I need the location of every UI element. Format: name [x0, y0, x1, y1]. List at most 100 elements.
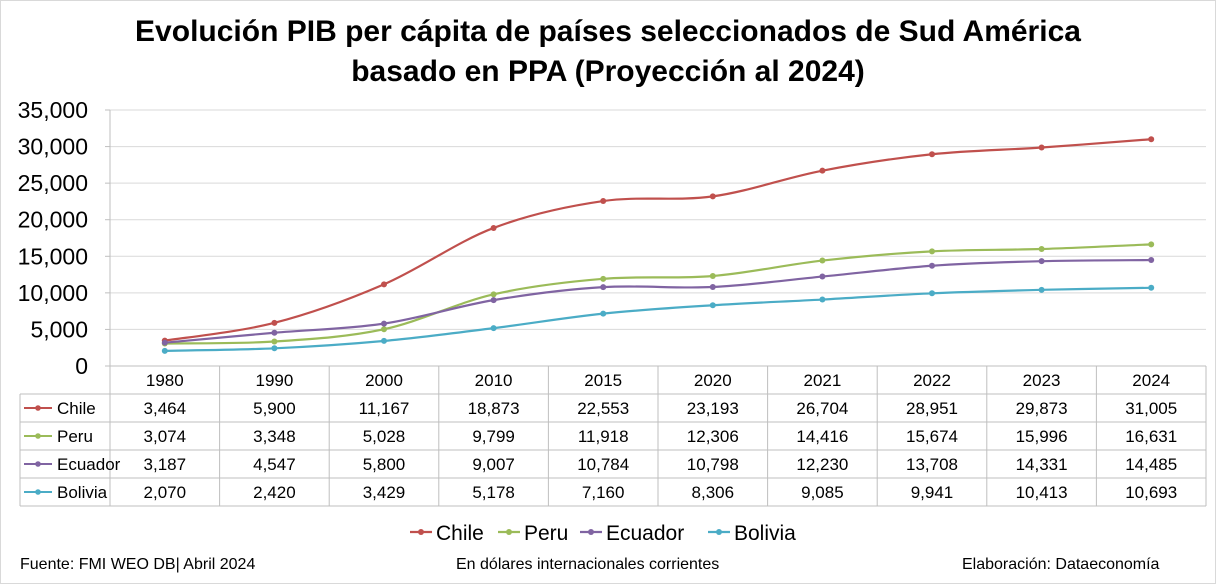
- table-legend-key-marker: [35, 405, 41, 411]
- source-note: Fuente: FMI WEO DB| Abril 2024: [20, 556, 256, 573]
- y-tick-label: 0: [75, 353, 88, 379]
- data-point-bolivia: [929, 290, 935, 297]
- table-cell-value: 7,160: [582, 483, 625, 502]
- data-point-ecuador: [161, 339, 168, 346]
- data-point-bolivia: [709, 302, 716, 309]
- table-cell-value: 3,464: [144, 399, 187, 418]
- data-point-peru: [1038, 246, 1045, 253]
- table-cell-value: 5,178: [472, 483, 515, 502]
- y-tick-label: 35,000: [18, 97, 88, 123]
- y-tick-label: 5,000: [30, 316, 88, 342]
- table-cell-value: 26,704: [796, 399, 848, 418]
- table-cell-value: 2,070: [144, 483, 187, 502]
- x-category-label: 2010: [475, 371, 513, 390]
- table-cell-value: 14,331: [1016, 455, 1068, 474]
- table-legend-key-marker: [35, 433, 41, 439]
- data-point-ecuador: [929, 262, 935, 269]
- y-tick-label: 25,000: [18, 170, 88, 196]
- data-point-peru: [819, 257, 826, 264]
- data-point-chile: [929, 151, 935, 158]
- table-cell-value: 2,420: [253, 483, 296, 502]
- data-point-chile: [1148, 136, 1155, 143]
- table-legend-key-marker: [35, 461, 41, 467]
- table-series-name: Bolivia: [57, 483, 108, 502]
- y-tick-label: 15,000: [18, 243, 88, 269]
- chart-title: Evolución PIB per cápita de países selec…: [0, 12, 1216, 92]
- data-point-ecuador: [1038, 258, 1045, 265]
- x-category-label: 1980: [146, 371, 184, 390]
- table-cell-value: 9,941: [911, 483, 954, 502]
- x-category-label: 2024: [1132, 371, 1170, 390]
- table-cell-value: 14,416: [796, 427, 848, 446]
- series-line-bolivia: [164, 286, 1152, 352]
- table-cell-value: 11,918: [578, 427, 629, 446]
- table-cell-value: 15,996: [1016, 427, 1068, 446]
- data-point-peru: [1148, 241, 1155, 248]
- x-category-label: 2000: [365, 371, 403, 390]
- data-point-chile: [709, 193, 716, 200]
- chart-title-line2: basado en PPA (Proyección al 2024): [351, 55, 865, 88]
- table-series-name: Ecuador: [57, 455, 121, 474]
- table-cell-value: 10,413: [1016, 483, 1068, 502]
- table-cell-value: 12,306: [687, 427, 739, 446]
- credit-note: Elaboración: Dataeconomía: [962, 556, 1160, 573]
- table-cell-value: 5,800: [363, 455, 406, 474]
- data-point-peru: [600, 275, 607, 282]
- table-cell-value: 15,674: [906, 427, 958, 446]
- data-point-bolivia: [1148, 284, 1155, 291]
- data-point-bolivia: [600, 310, 607, 317]
- table-cell-value: 18,873: [468, 399, 520, 418]
- data-point-bolivia: [161, 347, 168, 354]
- data-point-peru: [709, 272, 716, 279]
- data-point-peru: [381, 326, 387, 333]
- data-point-ecuador: [709, 284, 716, 291]
- data-point-ecuador: [819, 273, 826, 280]
- table-cell-value: 5,028: [363, 427, 406, 446]
- table-cell-value: 11,167: [359, 399, 410, 418]
- x-category-label: 2022: [913, 371, 951, 390]
- table-cell-value: 28,951: [906, 399, 958, 418]
- data-point-chile: [490, 224, 497, 231]
- y-tick-label: 20,000: [18, 207, 88, 233]
- data-point-bolivia: [819, 296, 826, 303]
- y-tick-label: 10,000: [18, 280, 88, 306]
- table-cell-value: 22,553: [577, 399, 629, 418]
- data-point-chile: [381, 281, 387, 288]
- series-line-peru: [164, 243, 1152, 345]
- table-cell-value: 16,631: [1125, 427, 1177, 446]
- data-point-ecuador: [600, 284, 607, 291]
- table-cell-value: 13,708: [906, 455, 958, 474]
- table-cell-value: 9,085: [801, 483, 844, 502]
- data-point-bolivia: [381, 337, 387, 344]
- x-category-label: 2020: [694, 371, 732, 390]
- table-cell-value: 10,798: [687, 455, 739, 474]
- data-point-chile: [271, 319, 278, 326]
- table-series-name: Chile: [57, 399, 96, 418]
- table-series-name: Peru: [57, 427, 93, 446]
- table-cell-value: 3,187: [144, 455, 187, 474]
- table-cell-value: 5,900: [253, 399, 296, 418]
- table-cell-value: 12,230: [796, 455, 848, 474]
- table-legend-key-marker: [35, 489, 41, 495]
- data-point-peru: [271, 338, 278, 345]
- data-point-bolivia: [490, 325, 497, 332]
- legend-item-ecuador: Ecuador: [606, 522, 684, 545]
- table-cell-value: 31,005: [1125, 399, 1177, 418]
- table-cell-value: 8,306: [692, 483, 735, 502]
- data-point-ecuador: [271, 329, 278, 336]
- data-point-peru: [490, 291, 497, 298]
- legend-item-chile: Chile: [436, 522, 484, 545]
- table-cell-value: 9,007: [472, 455, 515, 474]
- data-point-ecuador: [490, 297, 497, 304]
- table-cell-value: 29,873: [1016, 399, 1068, 418]
- data-point-ecuador: [381, 320, 387, 327]
- legend-key-marker: [418, 529, 424, 535]
- table-cell-value: 3,348: [253, 427, 296, 446]
- legend-key-marker: [716, 529, 722, 535]
- table-cell-value: 10,693: [1125, 483, 1177, 502]
- table-cell-value: 10,784: [577, 455, 629, 474]
- x-category-label: 2023: [1023, 371, 1061, 390]
- table-cell-value: 9,799: [472, 427, 515, 446]
- table-cell-value: 14,485: [1125, 455, 1177, 474]
